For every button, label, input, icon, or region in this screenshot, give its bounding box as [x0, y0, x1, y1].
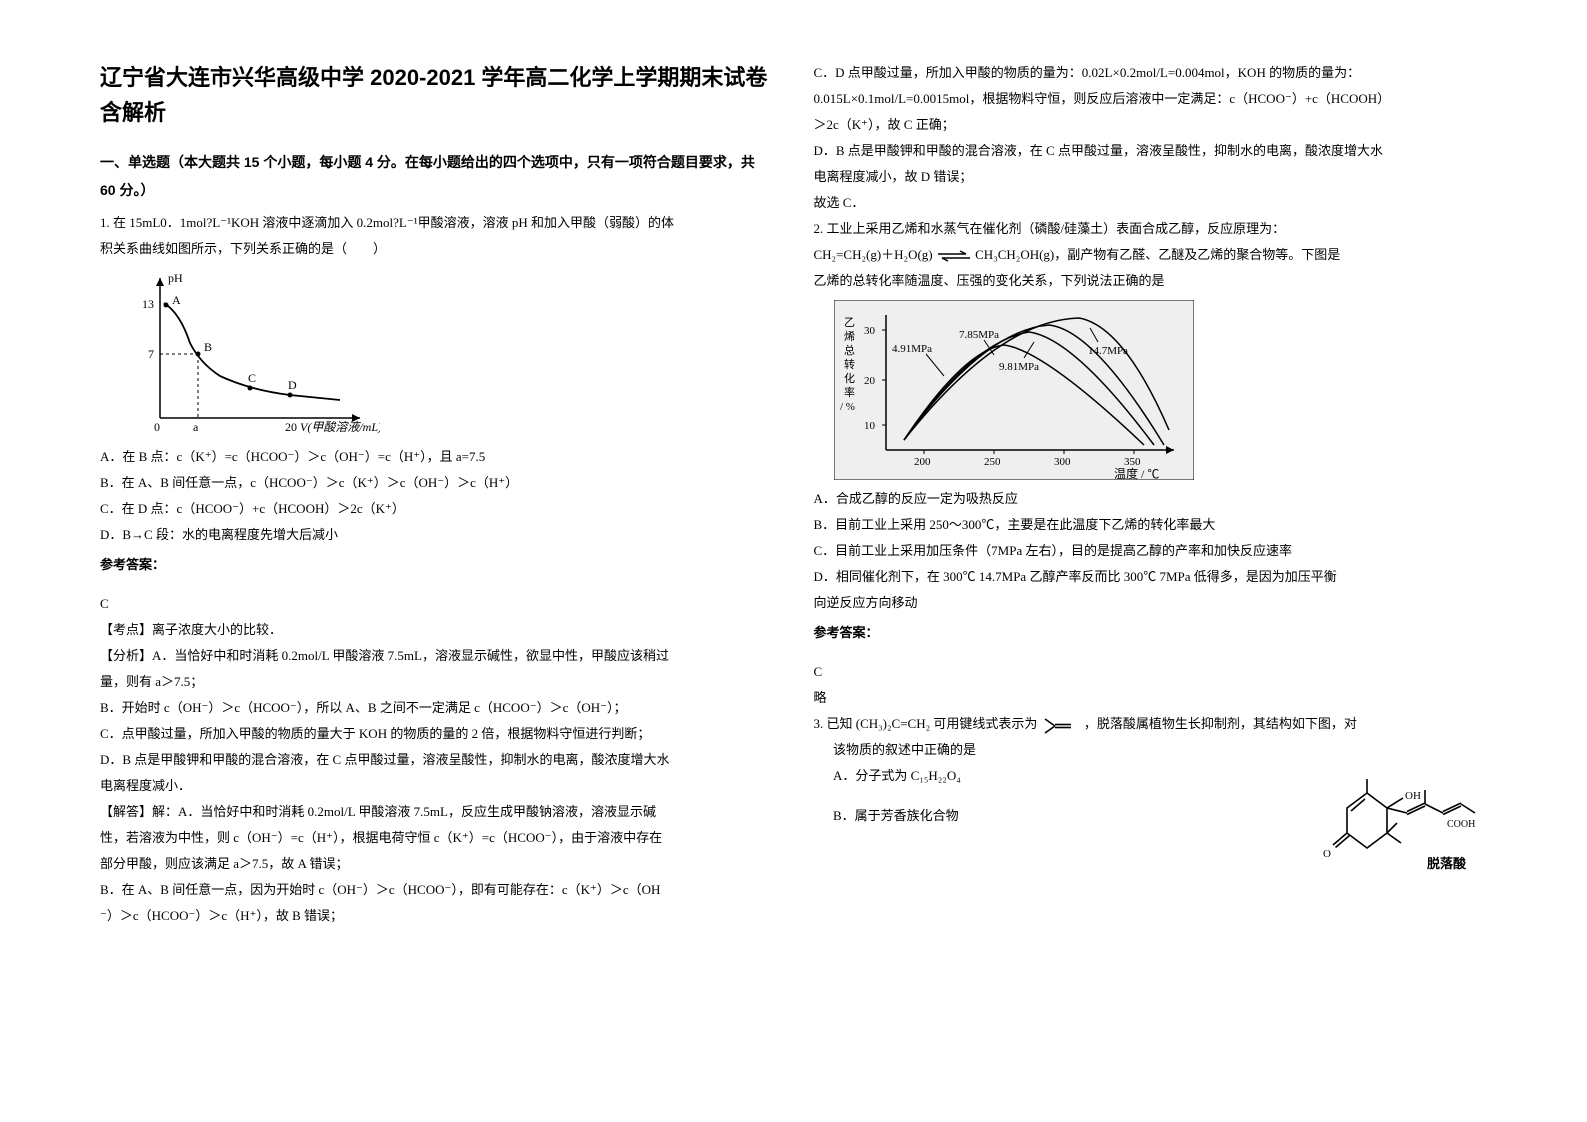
- q1-chart: pH 13 7 a 20 V(甲酸溶液/mL) A B C D 0: [130, 268, 380, 438]
- q2-eq-left: CH₂=CH₂(g)＋H₂O(g): [814, 247, 933, 262]
- chart2-yl-4: 化: [844, 371, 855, 385]
- q2-answer-label: 参考答案：: [814, 620, 1488, 646]
- chart2-series-0: 4.91MPa: [892, 343, 932, 355]
- doc-title: 辽宁省大连市兴华高级中学 2020-2021 学年高二化学上学期期末试卷含解析: [100, 60, 774, 130]
- q2-additional: 略: [814, 685, 1488, 711]
- chart1-pt-a: A: [172, 293, 181, 307]
- abscisic-acid-structure: O OH COOH 脱落酸: [1317, 753, 1487, 873]
- q2-answer: C: [814, 659, 1488, 685]
- q1-opt-d: D．B→C 段：水的电离程度先增大后减小: [100, 522, 774, 548]
- q2-eq-right: CH₃CH₂OH(g)，副产物有乙醛、乙醚及乙烯的聚合物等。下图是: [975, 247, 1340, 262]
- q1-solution-1b: 性，若溶液为中性，则 c（OH⁻）=c（H⁺），根据电荷守恒 c（K⁺）=c（H…: [100, 825, 774, 851]
- chart2-series-3: 14.7MPa: [1088, 345, 1128, 357]
- q1-analysis-2: B．开始时 c（OH⁻）＞c（HCOO⁻），所以 A、B 之间不一定满足 c（H…: [100, 695, 774, 721]
- q2-chart: 乙 烯 总 转 化 率 / % 30 20 10 200 250 300 350…: [834, 300, 1194, 480]
- chart1-xlabel: V(甲酸溶液/mL): [300, 420, 380, 434]
- chart2-yt-30: 30: [864, 325, 876, 337]
- q2-opt-d-b: 向逆反应方向移动: [814, 590, 1488, 616]
- q1-solution-3a: C．D 点甲酸过量，所加入甲酸的物质的量为：0.02L×0.2mol/L=0.0…: [814, 60, 1488, 86]
- q1-analysis-3: C．点甲酸过量，所加入甲酸的物质的量大于 KOH 的物质的量的 2 倍，根据物料…: [100, 721, 774, 747]
- q1-solution-2b: ⁻）＞c（HCOO⁻）＞c（H⁺），故 B 错误；: [100, 903, 774, 929]
- chart2-yl-1: 烯: [844, 330, 855, 343]
- q3-stem-a: 3. 已知 (CH₃)₂C=CH₂ 可用键线式表示为: [814, 716, 1038, 731]
- q2-opt-d-a: D．相同催化剂下，在 300℃ 14.7MPa 乙醇产率反而比 300℃ 7MP…: [814, 564, 1488, 590]
- q2-opt-c: C．目前工业上采用加压条件（7MPa 左右），目的是提高乙醇的产率和加快反应速率: [814, 538, 1488, 564]
- q1-analysis-1b: 量，则有 a＞7.5；: [100, 669, 774, 695]
- q1-solution-3c: ＞2c（K⁺），故 C 正确；: [814, 112, 1488, 138]
- q1-solution-2: B．在 A、B 间任意一点，因为开始时 c（OH⁻）＞c（HCOO⁻），即有可能…: [100, 877, 774, 903]
- q1-analysis-4b: 电离程度减小．: [100, 773, 774, 799]
- page-root: 辽宁省大连市兴华高级中学 2020-2021 学年高二化学上学期期末试卷含解析 …: [0, 0, 1587, 969]
- chart2-yt-20: 20: [864, 375, 876, 387]
- q1-solution-4a: D．B 点是甲酸钾和甲酸的混合溶液，在 C 点甲酸过量，溶液呈酸性，抑制水的电离…: [814, 138, 1488, 164]
- chart1-tick-13: 13: [142, 297, 154, 311]
- chart1-ylabel: pH: [168, 271, 183, 285]
- q1-solution-5: 故选 C．: [814, 190, 1488, 216]
- chart2-series-1: 7.85MPa: [959, 329, 999, 341]
- chart2-series-2: 9.81MPa: [999, 361, 1039, 373]
- q2-opt-a: A．合成乙醇的反应一定为吸热反应: [814, 486, 1488, 512]
- left-column: 辽宁省大连市兴华高级中学 2020-2021 学年高二化学上学期期末试卷含解析 …: [100, 60, 774, 929]
- chart2-xt-200: 200: [914, 456, 931, 468]
- q1-analysis-1: 【分析】A．当恰好中和时消耗 0.2mol/L 甲酸溶液 7.5mL，溶液显示碱…: [100, 643, 774, 669]
- chart2-yl-3: 转: [844, 357, 855, 371]
- q2-stem-b: 乙烯的总转化率随温度、压强的变化关系，下列说法正确的是: [814, 268, 1488, 294]
- chart1-pt-d: D: [288, 378, 297, 392]
- q2-equation: CH₂=CH₂(g)＋H₂O(g) CH₃CH₂OH(g)，副产物有乙醛、乙醚及…: [814, 242, 1488, 268]
- q2-stem-a: 2. 工业上采用乙烯和水蒸气在催化剂（磷酸/硅藻土）表面合成乙醇，反应原理为：: [814, 216, 1488, 242]
- chart1-tick-a: a: [193, 420, 199, 434]
- q2-opt-b: B．目前工业上采用 250～300℃，主要是在此温度下乙烯的转化率最大: [814, 512, 1488, 538]
- chart2-yl-0: 乙: [844, 316, 855, 329]
- q1-answer: C: [100, 591, 774, 617]
- q3-block: 3. 已知 (CH₃)₂C=CH₂ 可用键线式表示为 ，脱落酸属植物生长抑制剂，…: [814, 711, 1488, 873]
- chart2-yl-2: 总: [844, 343, 855, 357]
- chart1-tick-20: 20: [285, 420, 297, 434]
- chart2-xlabel: 温度 / ℃: [1114, 466, 1159, 480]
- mol-label: 脱落酸: [1427, 856, 1467, 871]
- right-column: C．D 点甲酸过量，所加入甲酸的物质的量为：0.02L×0.2mol/L=0.0…: [814, 60, 1488, 929]
- chart2-xt-300: 300: [1054, 456, 1071, 468]
- chart2-xt-250: 250: [984, 456, 1001, 468]
- q1-stem-line2: 积关系曲线如图所示，下列关系正确的是（ ）: [100, 236, 774, 262]
- isobutylene-skeletal-icon: [1041, 716, 1081, 734]
- chart1-pt-b: B: [204, 340, 212, 354]
- chart1-origin: 0: [154, 420, 160, 434]
- q1-opt-a: A．在 B 点：c（K⁺）=c（HCOO⁻）＞c（OH⁻）=c（H⁺），且 a=…: [100, 444, 774, 470]
- chart2-yl-5: 率: [844, 385, 855, 399]
- chart1-tick-7: 7: [148, 347, 154, 361]
- q1-solution-1: 【解答】解：A．当恰好中和时消耗 0.2mol/L 甲酸溶液 7.5mL，反应生…: [100, 799, 774, 825]
- section-1-header: 一、单选题（本大题共 15 个小题，每小题 4 分。在每小题给出的四个选项中，只…: [100, 148, 774, 204]
- q1-answer-label: 参考答案：: [100, 552, 774, 578]
- chart1-pt-c: C: [248, 371, 256, 385]
- equilibrium-arrow-icon: [936, 250, 972, 262]
- mol-oh: OH: [1405, 790, 1421, 802]
- q3-stem-b: ，脱落酸属植物生长抑制剂，其结构如下图，对: [1084, 716, 1357, 731]
- q3-stem-line1: 3. 已知 (CH₃)₂C=CH₂ 可用键线式表示为 ，脱落酸属植物生长抑制剂，…: [814, 711, 1488, 737]
- mol-o: O: [1323, 848, 1331, 860]
- chart2-yl-6: / %: [840, 401, 855, 413]
- chart2-yt-10: 10: [864, 420, 876, 432]
- q1-opt-c: C．在 D 点：c（HCOO⁻）+c（HCOOH）＞2c（K⁺）: [100, 496, 774, 522]
- q1-solution-4b: 电离程度减小，故 D 错误；: [814, 164, 1488, 190]
- q1-stem-line1: 1. 在 15mL0．1mol?L⁻¹KOH 溶液中逐滴加入 0.2mol?L⁻…: [100, 210, 774, 236]
- q1-opt-b: B．在 A、B 间任意一点，c（HCOO⁻）＞c（K⁺）＞c（OH⁻）＞c（H⁺…: [100, 470, 774, 496]
- q1-solution-3b: 0.015L×0.1mol/L=0.0015mol，根据物料守恒，则反应后溶液中…: [814, 86, 1488, 112]
- q1-analysis-4: D．B 点是甲酸钾和甲酸的混合溶液，在 C 点甲酸过量，溶液呈酸性，抑制水的电离…: [100, 747, 774, 773]
- mol-cooh: COOH: [1447, 819, 1475, 830]
- q1-keypoint: 【考点】离子浓度大小的比较．: [100, 617, 774, 643]
- q1-solution-1c: 部分甲酸，则应该满足 a＞7.5，故 A 错误；: [100, 851, 774, 877]
